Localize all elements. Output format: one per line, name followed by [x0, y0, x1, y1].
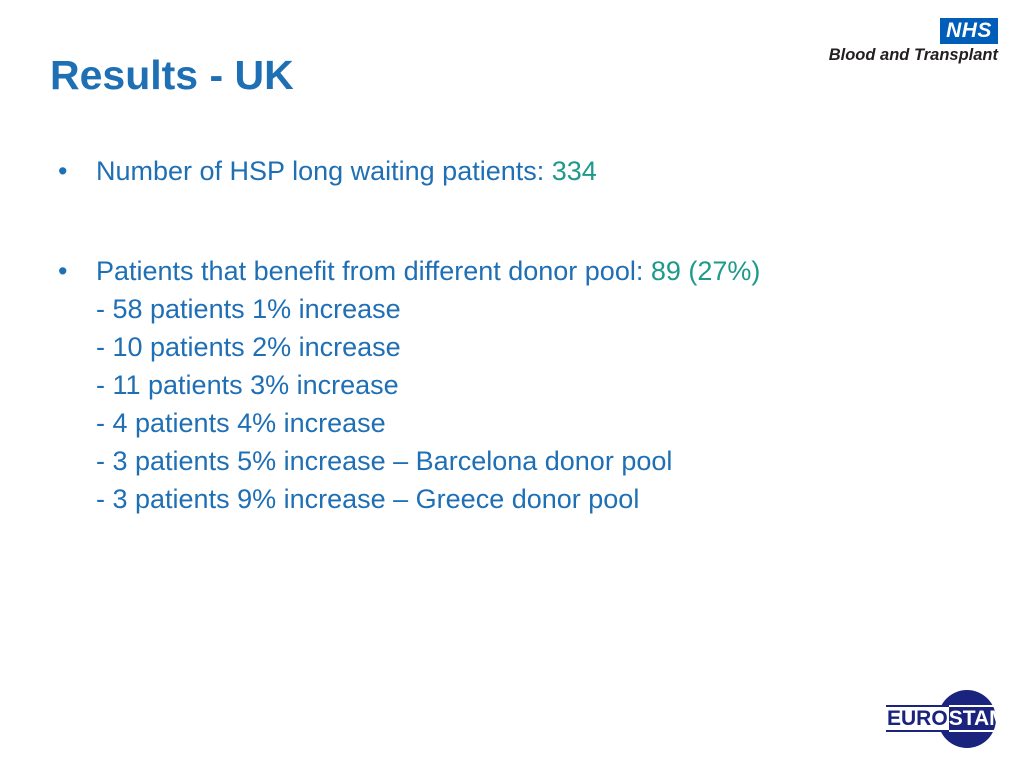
sub-item: - 11 patients 3% increase: [96, 370, 399, 400]
bullet-dot-icon: •: [58, 156, 68, 186]
bullet-text: Number of HSP long waiting patients:: [96, 156, 545, 186]
bullet-text: Patients that benefit from different don…: [96, 256, 644, 286]
bullet-item: • Number of HSP long waiting patients: 3…: [58, 152, 958, 190]
nhs-logo-mark: NHS: [940, 18, 998, 44]
eurostam-logo-text: EUROSTAM: [886, 705, 1007, 732]
sub-item: - 58 patients 1% increase: [96, 294, 401, 324]
sub-item: - 3 patients 5% increase – Barcelona don…: [96, 446, 673, 476]
slide-body: • Number of HSP long waiting patients: 3…: [58, 152, 958, 518]
eurostam-logo: EUROSTAM: [886, 690, 1007, 750]
eurostam-logo-prefix: EURO: [886, 705, 949, 732]
nhs-logo-subtitle: Blood and Transplant: [828, 46, 998, 64]
bullet-dot-icon: •: [58, 256, 68, 286]
nhs-blood-and-transplant-logo: NHS Blood and Transplant: [798, 18, 998, 68]
sub-item: - 3 patients 9% increase – Greece donor …: [96, 484, 640, 514]
bullet-value: 334: [551, 156, 597, 186]
sub-item: - 10 patients 2% increase: [96, 332, 401, 362]
slide-title: Results - UK: [50, 52, 294, 98]
bullet-item: • Patients that benefit from different d…: [58, 252, 958, 518]
bullet-value: 89 (27%): [650, 256, 761, 286]
sub-item: - 4 patients 4% increase: [96, 408, 386, 438]
eurostam-logo-suffix: STAM: [948, 705, 1007, 732]
